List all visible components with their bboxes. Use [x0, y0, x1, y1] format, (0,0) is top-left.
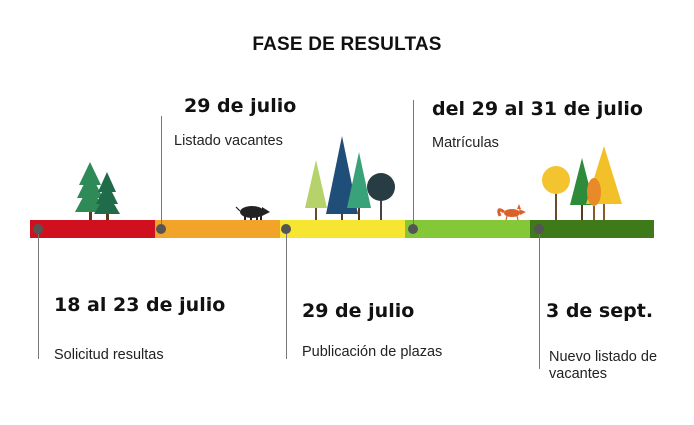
- event-5-description: Nuevo listado de vacantes: [549, 349, 658, 382]
- timeline-segment-red: [30, 220, 155, 238]
- timeline-dot-1: [33, 224, 43, 234]
- timeline-dot-3: [281, 224, 291, 234]
- event-2-date: 29 de julio: [184, 95, 297, 117]
- timeline-dot-4: [408, 224, 418, 234]
- event-1-date: 18 al 23 de julio: [54, 294, 226, 316]
- connector-line-3: [286, 229, 287, 359]
- forest-trees-icon: [305, 136, 395, 220]
- timeline-dot-5: [534, 224, 544, 234]
- timeline-segment-orange: [155, 220, 280, 238]
- event-3-date: 29 de julio: [302, 300, 415, 322]
- connector-line-2: [161, 116, 162, 229]
- timeline-dot-2: [156, 224, 166, 234]
- event-1-description: Solicitud resultas: [54, 347, 164, 363]
- event-5-date: 3 de sept.: [546, 300, 654, 322]
- boar-icon: [235, 206, 270, 220]
- event-4-date: del 29 al 31 de julio: [432, 98, 643, 120]
- autumn-trees-icon: [542, 146, 622, 220]
- diagram-title: FASE DE RESULTAS: [252, 34, 442, 55]
- connector-line-4: [413, 100, 414, 229]
- connector-line-5: [539, 229, 540, 369]
- event-2-description: Listado vacantes: [174, 133, 283, 149]
- event-3-description: Publicación de plazas: [302, 344, 443, 360]
- pine-trees-icon: [75, 162, 120, 220]
- timeline-segment-yellow: [280, 220, 405, 238]
- connector-line-1: [38, 229, 39, 359]
- timeline-segment-lightgreen: [405, 220, 530, 238]
- timeline-segment-darkgreen: [530, 220, 654, 238]
- fox-icon: [497, 204, 526, 221]
- event-4-description: Matrículas: [432, 135, 499, 151]
